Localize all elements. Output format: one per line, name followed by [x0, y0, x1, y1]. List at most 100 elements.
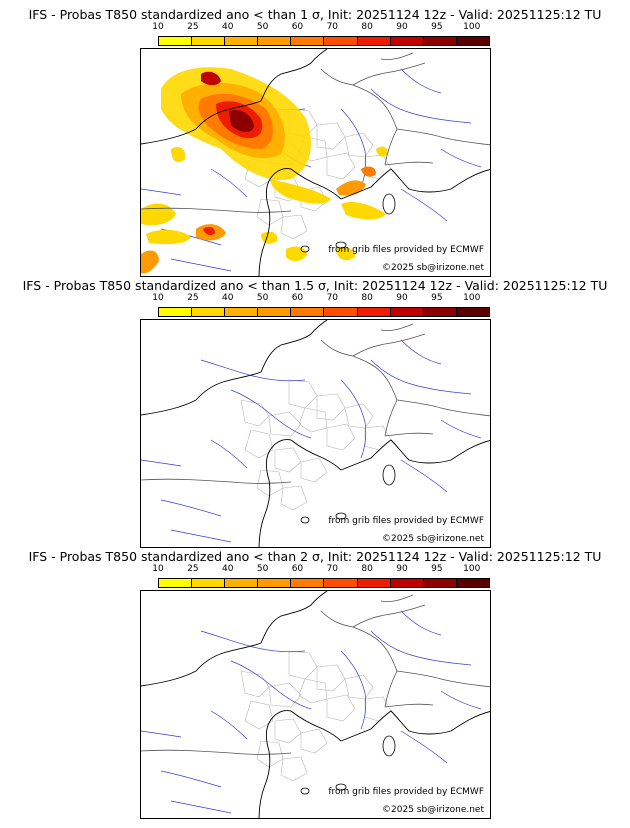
- map-area: from grib files provided by ECMWF ©2025 …: [140, 590, 491, 819]
- colorbar-tick: 10: [152, 293, 164, 303]
- colorbar: [158, 36, 490, 46]
- colorbar-segment: [390, 37, 424, 45]
- island-outline: [335, 512, 347, 520]
- colorbar-segment: [225, 37, 259, 45]
- colorbar-ticks: 10 25 40 50 60 70 80 90 95 100: [152, 293, 490, 305]
- panel-title: IFS - Probas T850 standardized ano < tha…: [28, 7, 602, 22]
- map-panel-2: IFS - Probas T850 standardized ano < tha…: [0, 278, 630, 548]
- island-outline: [300, 516, 310, 524]
- colorbar-tick: 25: [187, 22, 199, 32]
- colorbar-segment: [258, 579, 292, 587]
- colorbar-segment: [456, 37, 489, 45]
- colorbar-tick: 80: [361, 564, 373, 574]
- colorbar-tick: 10: [152, 564, 164, 574]
- panel-title: IFS - Probas T850 standardized ano < tha…: [22, 278, 608, 293]
- map-svg: [141, 591, 490, 818]
- colorbar: [158, 578, 490, 588]
- colorbar-tick: 100: [463, 293, 481, 303]
- colorbar-tick: 50: [256, 293, 269, 303]
- colorbar-tick: 80: [361, 22, 373, 32]
- colorbar-segment: [357, 37, 391, 45]
- colorbar-segment: [291, 37, 325, 45]
- map-panel-3: IFS - Probas T850 standardized ano < tha…: [0, 549, 630, 819]
- map-area: from grib files provided by ECMWF ©2025 …: [140, 48, 491, 277]
- colorbar-segment: [423, 308, 457, 316]
- probability-shading: [141, 67, 388, 274]
- colorbar-segment: [324, 579, 358, 587]
- colorbar-segment: [456, 308, 489, 316]
- colorbar-tick: 40: [221, 564, 234, 574]
- colorbar-tick: 25: [187, 564, 199, 574]
- credit-copyright: ©2025 sb@irizone.net: [382, 805, 484, 815]
- island-outline: [335, 783, 347, 791]
- map-svg: [141, 320, 490, 547]
- credit-source: from grib files provided by ECMWF: [328, 245, 484, 255]
- island-outline: [300, 245, 310, 253]
- rivers: [141, 610, 482, 814]
- island-outline: [382, 464, 396, 486]
- island-outline: [300, 787, 310, 795]
- colorbar-tick: 90: [396, 22, 408, 32]
- colorbar-tick: 100: [463, 564, 481, 574]
- colorbar-segment: [225, 308, 259, 316]
- colorbar-tick: 25: [187, 293, 199, 303]
- colorbar-segment: [225, 579, 259, 587]
- colorbar-tick: 50: [256, 564, 269, 574]
- colorbar-tick: 40: [221, 22, 234, 32]
- colorbar-tick: 80: [361, 293, 373, 303]
- colorbar-tick: 95: [431, 564, 443, 574]
- map-svg: [141, 49, 490, 276]
- colorbar-segment: [291, 308, 325, 316]
- colorbar-ticks: 10 25 40 50 60 70 80 90 95 100: [152, 564, 490, 576]
- colorbar-tick: 90: [396, 564, 408, 574]
- colorbar-tick: 90: [396, 293, 408, 303]
- colorbar-segment: [324, 37, 358, 45]
- colorbar-segment: [291, 579, 325, 587]
- colorbar-tick: 95: [431, 22, 443, 32]
- country-borders: [141, 52, 490, 213]
- coastline: [141, 591, 490, 818]
- colorbar: [158, 307, 490, 317]
- colorbar-segment: [159, 37, 193, 45]
- coastline: [141, 320, 490, 547]
- colorbar-segment: [192, 308, 226, 316]
- colorbar-tick: 60: [291, 293, 304, 303]
- colorbar-tick: 60: [291, 22, 304, 32]
- colorbar-tick: 70: [326, 564, 339, 574]
- colorbar-segment: [357, 308, 391, 316]
- colorbar-segment: [324, 308, 358, 316]
- colorbar-segment: [456, 579, 489, 587]
- colorbar-segment: [192, 37, 226, 45]
- colorbar-ticks: 10 25 40 50 60 70 80 90 95 100: [152, 22, 490, 34]
- colorbar-segment: [159, 579, 193, 587]
- colorbar-tick: 40: [221, 293, 234, 303]
- colorbar-segment: [159, 308, 193, 316]
- colorbar-segment: [390, 579, 424, 587]
- credit-copyright: ©2025 sb@irizone.net: [382, 263, 484, 273]
- colorbar-segment: [357, 579, 391, 587]
- panel-title: IFS - Probas T850 standardized ano < tha…: [28, 549, 602, 564]
- colorbar-tick: 60: [291, 564, 304, 574]
- department-boundaries: [240, 650, 392, 782]
- map-panel-1: IFS - Probas T850 standardized ano < tha…: [0, 7, 630, 277]
- department-boundaries: [240, 379, 392, 511]
- credit-source: from grib files provided by ECMWF: [328, 787, 484, 797]
- colorbar-segment: [423, 37, 457, 45]
- colorbar-tick: 95: [431, 293, 443, 303]
- country-borders: [141, 594, 490, 755]
- rivers: [141, 339, 482, 543]
- colorbar-tick: 70: [326, 22, 339, 32]
- colorbar-tick: 50: [256, 22, 269, 32]
- credit-source: from grib files provided by ECMWF: [328, 516, 484, 526]
- country-borders: [141, 323, 490, 484]
- colorbar-segment: [258, 37, 292, 45]
- island-outline: [382, 193, 396, 215]
- colorbar-tick: 70: [326, 293, 339, 303]
- coastline: [141, 49, 490, 276]
- colorbar-segment: [390, 308, 424, 316]
- colorbar-segment: [258, 308, 292, 316]
- map-area: from grib files provided by ECMWF ©2025 …: [140, 319, 491, 548]
- island-outline: [335, 241, 347, 249]
- colorbar-segment: [192, 579, 226, 587]
- colorbar-tick: 10: [152, 22, 164, 32]
